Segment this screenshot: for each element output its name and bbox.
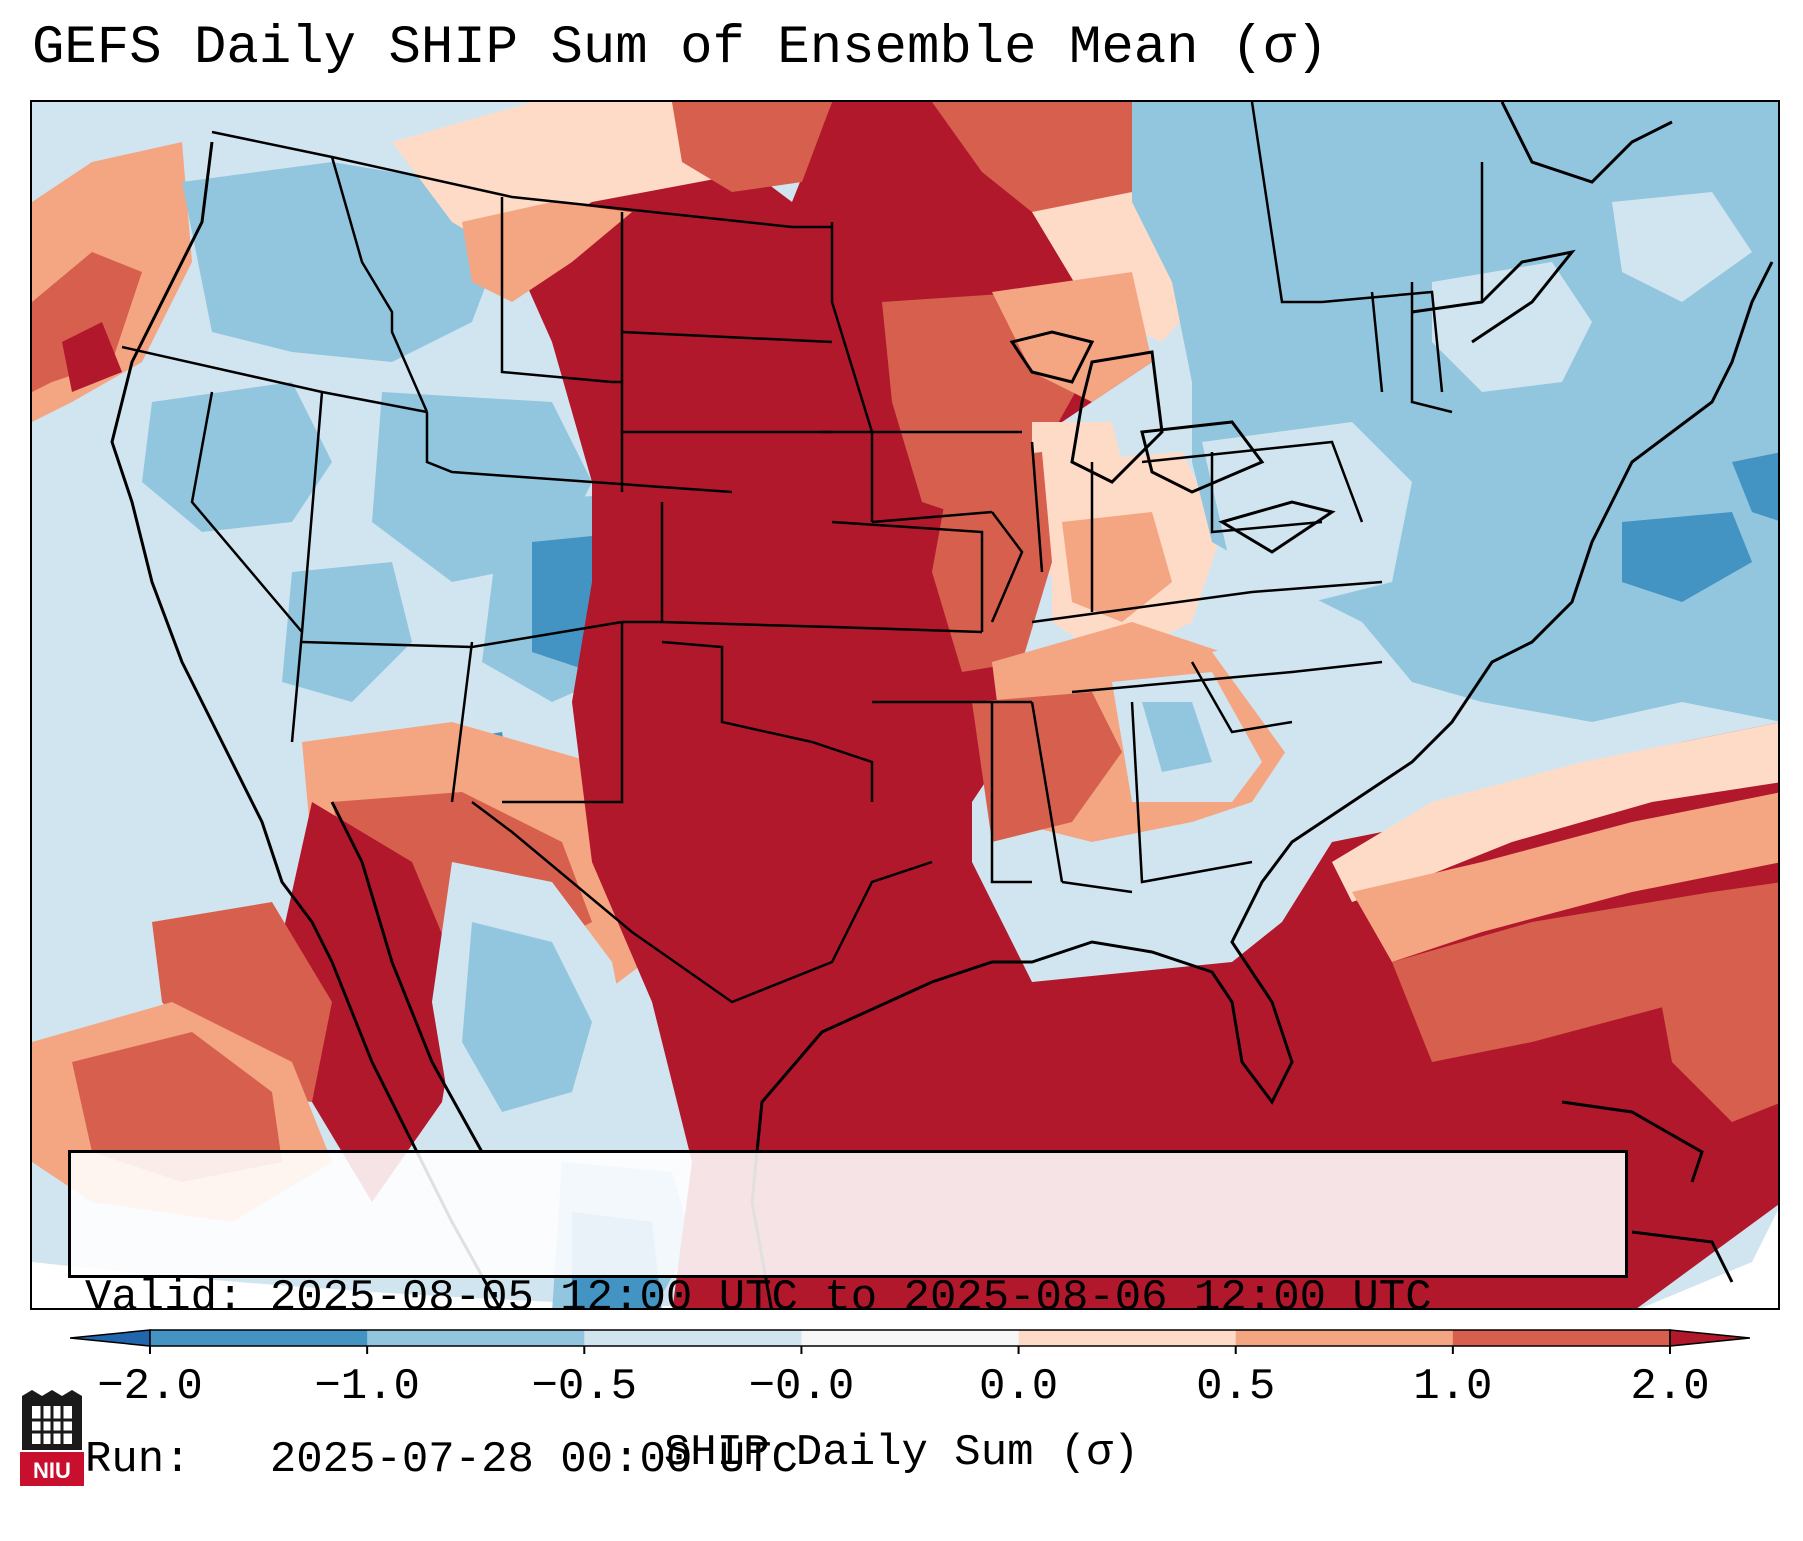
- colorbar-segment: [150, 1330, 368, 1346]
- map-panel: [30, 100, 1780, 1310]
- colorbar-segment: [1235, 1330, 1454, 1346]
- anomaly-field: [32, 102, 1778, 1308]
- colorbar-tick-label: −0.5: [531, 1362, 638, 1412]
- colorbar-tick-label: −0.0: [748, 1362, 855, 1412]
- state-borders: [121, 102, 1484, 1004]
- colorbar: [70, 1329, 1750, 1354]
- logo-text: NIU: [33, 1458, 71, 1483]
- colorbar-segment: [367, 1330, 585, 1346]
- colorbar-over-arrow: [1669, 1329, 1750, 1347]
- colorbar-segment: [1018, 1330, 1237, 1346]
- colorbar-segment: [801, 1330, 1020, 1346]
- colorbar-label: SHIP Daily Sum (σ): [663, 1428, 1140, 1478]
- map-title: GEFS Daily SHIP Sum of Ensemble Mean (σ): [32, 18, 1329, 79]
- colorbar-frame: [149, 1329, 1671, 1347]
- run-time-text: Run: 2025-07-28 00:00 UTC: [85, 1435, 798, 1485]
- colorbar-segment: [1452, 1330, 1671, 1346]
- colorbar-tick-label: 0.5: [1196, 1362, 1276, 1412]
- valid-time-text: Valid: 2025-08-05 12:00 UTC to 2025-08-0…: [85, 1273, 1432, 1323]
- colorbar-tick-label: 2.0: [1630, 1362, 1710, 1412]
- coastlines: [110, 102, 1774, 1308]
- colorbar-segment: [584, 1330, 802, 1346]
- colorbar-tick-label: 0.0: [978, 1362, 1059, 1412]
- colorbar-tick-label: −2.0: [97, 1362, 203, 1412]
- colorbar-under-arrow: [70, 1329, 151, 1347]
- colorbar-tick-label: −1.0: [314, 1362, 420, 1412]
- niu-logo: NIU: [20, 1390, 84, 1486]
- valid-run-box: Valid: 2025-08-05 12:00 UTC to 2025-08-0…: [68, 1150, 1628, 1485]
- colorbar-tick-label: 1.0: [1413, 1362, 1493, 1412]
